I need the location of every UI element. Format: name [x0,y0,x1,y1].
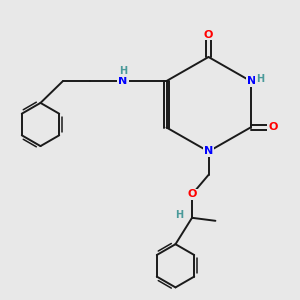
Text: H: H [256,74,264,85]
Text: O: O [187,189,197,200]
Text: H: H [119,66,127,76]
Text: H: H [175,210,184,220]
Text: O: O [204,29,213,40]
Text: N: N [118,76,127,86]
Text: N: N [248,76,256,86]
Text: O: O [268,122,278,133]
Text: N: N [204,146,213,157]
